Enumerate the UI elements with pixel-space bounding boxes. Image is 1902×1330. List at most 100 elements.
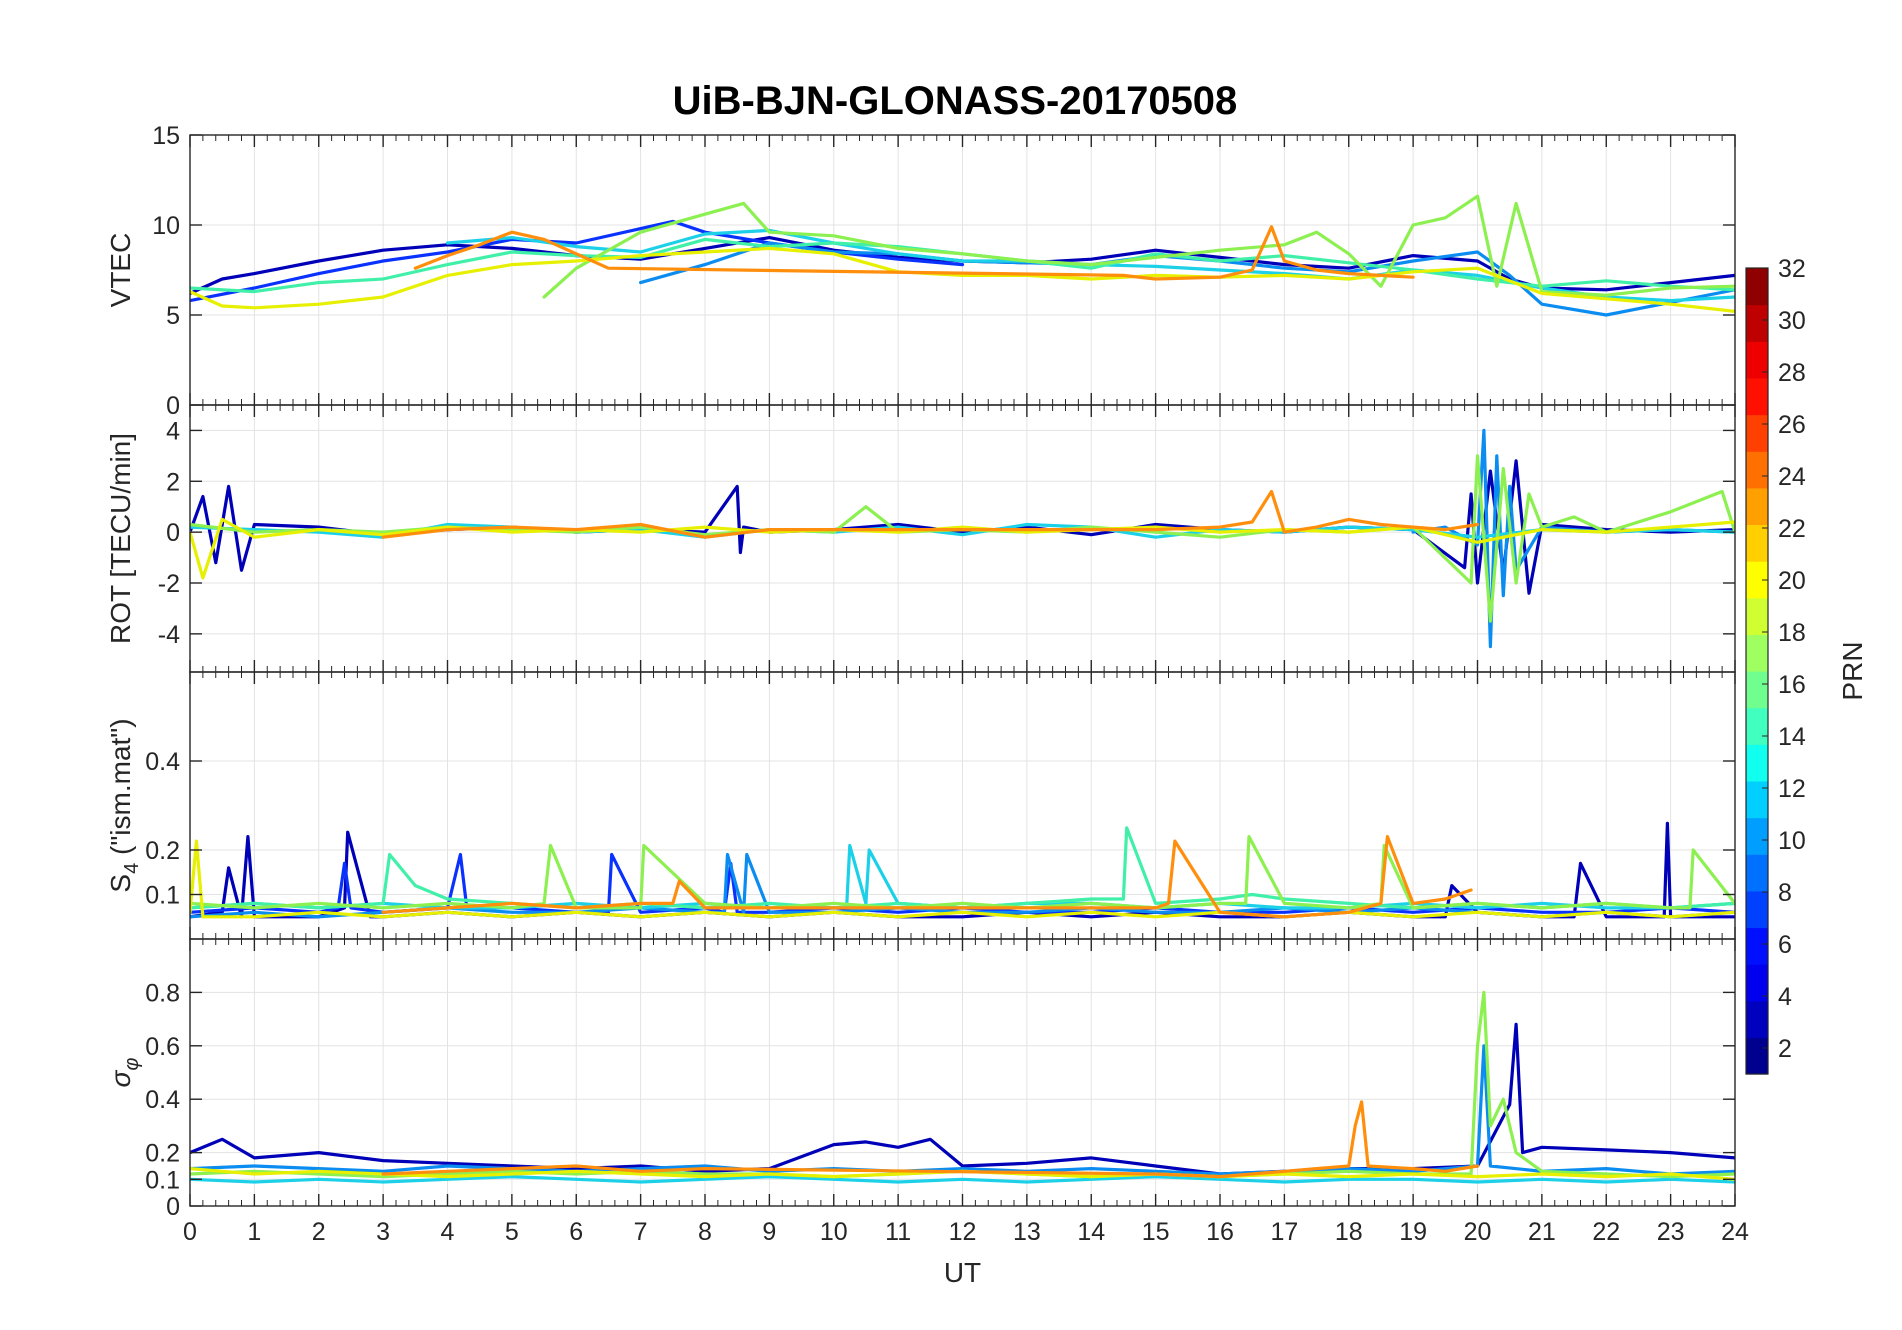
colorbar-segment — [1746, 707, 1768, 745]
panel-sigma_phi-ticks — [189, 939, 1736, 1207]
series-line-prn-12 — [190, 522, 1735, 539]
series-line-prn-20 — [190, 517, 1735, 580]
chart-title: UiB-BJN-GLONASS-20170508 — [673, 79, 1238, 123]
y-tick-label: 0 — [166, 519, 180, 547]
x-tick-label: 9 — [762, 1218, 776, 1246]
colorbar-tick-label: 4 — [1778, 983, 1792, 1011]
x-tick-label: 15 — [1142, 1218, 1170, 1246]
panel-vtec-ylabel: VTEC — [105, 233, 136, 308]
x-tick-label: 6 — [569, 1218, 583, 1246]
y-tick-label: 0.2 — [145, 1140, 180, 1168]
x-tick-label: 17 — [1270, 1218, 1298, 1246]
x-tick-label: 21 — [1528, 1218, 1556, 1246]
colorbar-segment — [1746, 854, 1768, 892]
series-line-prn-2 — [190, 1022, 1735, 1176]
colorbar-segment — [1746, 744, 1768, 782]
colorbar-tick-label: 28 — [1778, 359, 1806, 387]
colorbar-tick-label: 10 — [1778, 827, 1806, 855]
y-tick-label: 0 — [166, 392, 180, 420]
colorbar-segment — [1746, 634, 1768, 672]
x-tick-label: 14 — [1077, 1218, 1105, 1246]
colorbar-tick-label: 26 — [1778, 411, 1806, 439]
x-tick-label: 5 — [505, 1218, 519, 1246]
panel-s4-ylabel: S4 ("ism.mat") — [105, 718, 143, 892]
series-line-prn-23 — [413, 225, 1415, 281]
panel-rot-ylabel: ROT [TECU/min] — [105, 433, 136, 644]
colorbar-tick-label: 22 — [1778, 515, 1806, 543]
y-tick-label: 15 — [152, 122, 180, 150]
colorbar-segment — [1746, 671, 1768, 709]
x-tick-label: 20 — [1464, 1218, 1492, 1246]
colorbar-segment — [1746, 597, 1768, 635]
x-tick-label: 16 — [1206, 1218, 1234, 1246]
colorbar-tick-label: 2 — [1778, 1035, 1792, 1063]
panel-sigma_phi: 00.10.2 0.4 0.6 0.8 σφ — [105, 938, 1736, 1221]
colorbar-segment — [1746, 414, 1768, 452]
x-tick-label: 2 — [312, 1218, 326, 1246]
colorbar-segment — [1746, 890, 1768, 929]
x-tick-label: 19 — [1399, 1218, 1427, 1246]
y-tick-label: 10 — [152, 212, 180, 240]
y-tick-label: 0.1 — [145, 882, 180, 910]
series-line-prn-23 — [381, 1100, 1480, 1179]
colorbar-tick-label: 14 — [1778, 723, 1806, 751]
colorbar-segment — [1746, 341, 1768, 379]
x-tick-label: 11 — [885, 1218, 911, 1246]
panel-vtec: 0 5 10 15 VTEC — [105, 122, 1736, 420]
y-tick-label: 0.2 — [145, 837, 180, 865]
x-axis: 0 1 2 3 4 5 6 7 8 9 10 11 12 13 14 15 16 17 18 19 20 21 22 23 24… — [183, 1218, 1749, 1288]
x-tick-label: 0 — [183, 1218, 197, 1246]
y-tick-label: 2 — [166, 468, 180, 496]
y-tick-label: -2 — [158, 570, 180, 598]
panel-vtec-ticks — [189, 134, 1736, 406]
colorbar-tick-label: 6 — [1778, 931, 1792, 959]
colorbar-tick-label: 12 — [1778, 775, 1806, 803]
panel-rot-grid — [189, 405, 1736, 672]
x-tick-label: 13 — [1013, 1218, 1041, 1246]
panel-rot-ticks — [189, 405, 1736, 672]
x-tick-label: 24 — [1721, 1218, 1749, 1246]
y-tick-label: 0.4 — [145, 1086, 180, 1114]
y-tick-label: 0 — [166, 1193, 180, 1221]
panel-s4: 0.1 0.2 0.4S4 ("ism.mat") — [105, 671, 1736, 940]
y-tick-label: 0.1 — [145, 1166, 180, 1194]
series-line-prn-20 — [190, 839, 1735, 919]
x-tick-label: 23 — [1657, 1218, 1685, 1246]
x-tick-label: 3 — [376, 1218, 390, 1246]
x-tick-label: 7 — [634, 1218, 648, 1246]
colorbar-segment — [1746, 561, 1768, 599]
x-tick-label: 10 — [820, 1218, 848, 1246]
panel-rot: -4 -2 0 2 4 ROT [TECU/min] — [105, 404, 1736, 673]
colorbar-tick-label: 32 — [1778, 255, 1806, 283]
y-tick-label: 0.6 — [145, 1033, 180, 1061]
colorbar-segment — [1746, 304, 1768, 342]
y-tick-label: 5 — [166, 302, 180, 330]
series-line-prn-12 — [190, 1174, 1735, 1184]
x-tick-label: 12 — [949, 1218, 977, 1246]
colorbar-frame — [1745, 267, 1769, 1075]
panel-vtec-series — [190, 194, 1735, 317]
colorbar-segment — [1746, 780, 1768, 819]
series-line-prn-17 — [542, 194, 1735, 299]
colorbar-tick-label: 20 — [1778, 567, 1806, 595]
colorbar-tick-label: 24 — [1778, 463, 1806, 491]
colorbar-segment — [1746, 524, 1768, 562]
colorbar-tick-label: 16 — [1778, 671, 1806, 699]
colorbar-segment — [1746, 451, 1768, 489]
x-tick-label: 4 — [441, 1218, 455, 1246]
panel-s4-grid — [189, 672, 1736, 939]
x-tick-label: 22 — [1592, 1218, 1620, 1246]
panel-rot-series — [190, 428, 1735, 649]
panel-sigma_phi-ylabel: σφ — [105, 1058, 143, 1088]
colorbar-tick-label: 30 — [1778, 307, 1806, 335]
colorbar-segment — [1746, 487, 1768, 526]
colorbar-segment — [1746, 964, 1768, 1002]
colorbar-segment — [1746, 927, 1768, 965]
panel-s4-ticks — [189, 672, 1736, 939]
colorbar-segment — [1746, 817, 1768, 855]
y-tick-label: 0.8 — [145, 979, 180, 1007]
